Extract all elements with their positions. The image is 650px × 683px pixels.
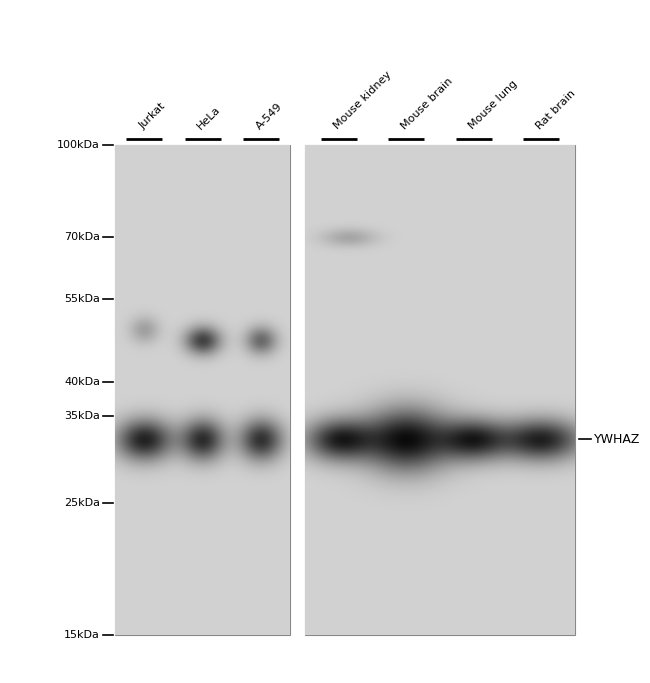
Text: 100kDa: 100kDa — [57, 140, 100, 150]
Text: YWHAZ: YWHAZ — [594, 433, 640, 446]
Text: 40kDa: 40kDa — [64, 376, 100, 387]
Text: 55kDa: 55kDa — [64, 294, 100, 305]
Text: A-549: A-549 — [254, 101, 284, 131]
Text: Rat brain: Rat brain — [534, 88, 577, 131]
Bar — [305, 145, 575, 635]
Text: Mouse kidney: Mouse kidney — [332, 70, 393, 131]
Text: 15kDa: 15kDa — [64, 630, 100, 640]
Bar — [115, 145, 290, 635]
Text: HeLa: HeLa — [196, 104, 222, 131]
Text: Mouse lung: Mouse lung — [467, 79, 519, 131]
Text: 35kDa: 35kDa — [64, 411, 100, 421]
Text: 70kDa: 70kDa — [64, 232, 100, 242]
Text: 25kDa: 25kDa — [64, 498, 100, 508]
Text: Jurkat: Jurkat — [137, 101, 167, 131]
Text: Mouse brain: Mouse brain — [399, 76, 454, 131]
